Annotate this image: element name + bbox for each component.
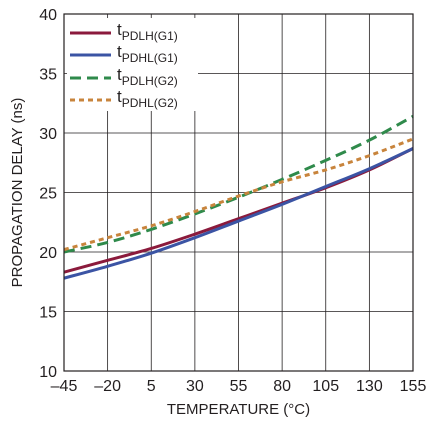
x-tick-label: 130 (356, 378, 383, 395)
plot-frame (63, 13, 414, 372)
x-tick-labels: –45 –20 5 30 55 80 105 130 155 (51, 378, 427, 395)
y-tick-labels: 10 15 20 25 30 35 40 (39, 7, 57, 381)
y-tick-label: 15 (39, 305, 57, 322)
legend-entry: tPDLH(G2) (117, 65, 178, 88)
grid (63, 13, 414, 372)
y-tick-label: 40 (39, 7, 57, 24)
series-line-pdhlg1 (63, 147, 414, 280)
y-tick-label: 10 (39, 364, 57, 381)
legend-entry: tPDLH(G1) (117, 20, 178, 43)
x-tick-label: 80 (273, 378, 291, 395)
x-tick-label: –45 (51, 378, 78, 395)
x-tick-label: –20 (94, 378, 121, 395)
x-tick-label: 155 (400, 378, 427, 395)
y-tick-label: 35 (39, 67, 57, 84)
series-line-pdlhg2 (63, 115, 414, 254)
x-tick-label: 5 (147, 378, 156, 395)
y-tick-label: 20 (39, 245, 57, 262)
y-tick-label: 30 (39, 126, 57, 143)
y-tick-label: 25 (39, 186, 57, 203)
series-lines (63, 115, 414, 280)
x-tick-label: 105 (312, 378, 339, 395)
legend: tPDLH(G1)tPDHL(G1)tPDLH(G2)tPDHL(G2) (70, 20, 178, 110)
y-axis-title: PROPAGATION DELAY (ns) (9, 98, 26, 288)
series-line-pdhlg2 (63, 137, 414, 252)
x-tick-label: 55 (230, 378, 248, 395)
legend-entry: tPDHL(G1) (117, 42, 178, 65)
x-axis-title: TEMPERATURE (°C) (167, 401, 310, 418)
legend-entry: tPDHL(G2) (117, 87, 178, 110)
x-tick-label: 30 (186, 378, 204, 395)
